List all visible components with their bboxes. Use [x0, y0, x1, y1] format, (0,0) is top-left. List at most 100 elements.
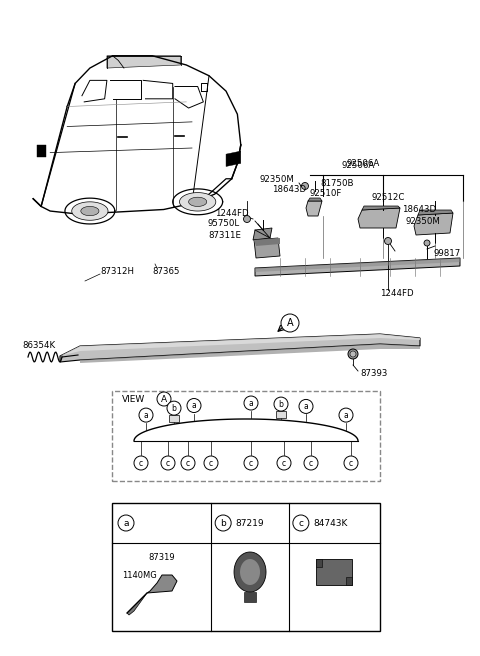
Circle shape — [281, 314, 299, 332]
Text: b: b — [171, 403, 177, 413]
Text: 87319: 87319 — [149, 554, 175, 562]
Polygon shape — [254, 238, 280, 258]
Circle shape — [424, 240, 430, 246]
Polygon shape — [147, 575, 177, 593]
Text: 81750B: 81750B — [320, 178, 353, 188]
Polygon shape — [80, 344, 420, 363]
Text: 87311E: 87311E — [208, 230, 241, 239]
Polygon shape — [254, 238, 280, 246]
Circle shape — [344, 456, 358, 470]
Text: 92510F: 92510F — [310, 188, 342, 197]
Text: c: c — [349, 459, 353, 468]
Text: b: b — [220, 518, 226, 527]
Circle shape — [167, 401, 181, 415]
Polygon shape — [81, 207, 99, 216]
Polygon shape — [107, 56, 180, 68]
Text: 18643D: 18643D — [402, 205, 436, 215]
Circle shape — [243, 216, 251, 222]
Text: 99817: 99817 — [433, 249, 460, 258]
Polygon shape — [244, 592, 256, 602]
Circle shape — [157, 392, 171, 406]
Text: 92350M: 92350M — [405, 216, 440, 226]
Text: 87365: 87365 — [152, 266, 180, 276]
Text: a: a — [344, 411, 348, 420]
Text: 18643D: 18643D — [272, 184, 306, 194]
Text: 92506A: 92506A — [347, 159, 380, 169]
Circle shape — [277, 456, 291, 470]
FancyBboxPatch shape — [276, 411, 286, 418]
Text: 1244FD: 1244FD — [215, 209, 249, 218]
Text: 86354K: 86354K — [22, 342, 55, 350]
Circle shape — [134, 456, 148, 470]
Polygon shape — [36, 145, 46, 157]
Circle shape — [293, 515, 309, 531]
Circle shape — [118, 515, 134, 531]
Text: 92350M: 92350M — [260, 176, 295, 184]
Circle shape — [348, 349, 358, 359]
Circle shape — [244, 396, 258, 410]
Polygon shape — [60, 334, 420, 356]
Circle shape — [350, 351, 356, 357]
FancyBboxPatch shape — [112, 391, 380, 481]
Text: c: c — [139, 459, 143, 468]
Text: 1244FD: 1244FD — [380, 289, 414, 298]
Circle shape — [301, 182, 309, 190]
Text: c: c — [299, 518, 303, 527]
Circle shape — [304, 456, 318, 470]
Polygon shape — [308, 198, 322, 201]
Text: b: b — [278, 400, 283, 409]
Polygon shape — [234, 552, 266, 592]
Text: c: c — [166, 459, 170, 468]
Circle shape — [161, 456, 175, 470]
Text: 92506A: 92506A — [341, 161, 374, 171]
Text: A: A — [287, 318, 293, 328]
Text: 95750L: 95750L — [208, 220, 240, 228]
Circle shape — [215, 515, 231, 531]
Polygon shape — [358, 208, 400, 228]
Text: c: c — [282, 459, 286, 468]
Polygon shape — [316, 560, 352, 584]
Text: c: c — [186, 459, 190, 468]
Polygon shape — [255, 258, 460, 276]
Polygon shape — [253, 228, 272, 240]
Polygon shape — [255, 258, 460, 272]
Text: a: a — [249, 399, 253, 407]
Circle shape — [384, 237, 392, 245]
Circle shape — [139, 408, 153, 422]
Polygon shape — [347, 577, 352, 584]
Circle shape — [244, 456, 258, 470]
Text: a: a — [144, 411, 148, 420]
Text: A: A — [161, 394, 167, 403]
Polygon shape — [306, 201, 322, 216]
Text: a: a — [123, 518, 129, 527]
Text: 84743K: 84743K — [313, 518, 347, 527]
Polygon shape — [316, 560, 323, 567]
Text: 87312H: 87312H — [100, 266, 134, 276]
Circle shape — [181, 456, 195, 470]
Circle shape — [299, 400, 313, 413]
Polygon shape — [418, 210, 453, 215]
Text: c: c — [309, 459, 313, 468]
Text: a: a — [304, 402, 308, 411]
Polygon shape — [180, 193, 216, 211]
Polygon shape — [60, 334, 420, 362]
Polygon shape — [240, 559, 260, 585]
Text: a: a — [192, 401, 196, 410]
Polygon shape — [362, 206, 400, 210]
Text: 87219: 87219 — [235, 518, 264, 527]
Text: 1140MG: 1140MG — [122, 571, 157, 579]
FancyBboxPatch shape — [169, 415, 179, 422]
Text: c: c — [209, 459, 213, 468]
Text: 87393: 87393 — [360, 369, 387, 379]
Polygon shape — [127, 593, 147, 615]
Text: c: c — [249, 459, 253, 468]
FancyBboxPatch shape — [112, 503, 380, 631]
Polygon shape — [72, 202, 108, 220]
Circle shape — [274, 397, 288, 411]
Text: VIEW: VIEW — [122, 394, 145, 403]
Circle shape — [187, 398, 201, 413]
Circle shape — [204, 456, 218, 470]
Polygon shape — [226, 151, 241, 167]
Text: 92512C: 92512C — [372, 194, 406, 203]
Polygon shape — [189, 197, 207, 207]
